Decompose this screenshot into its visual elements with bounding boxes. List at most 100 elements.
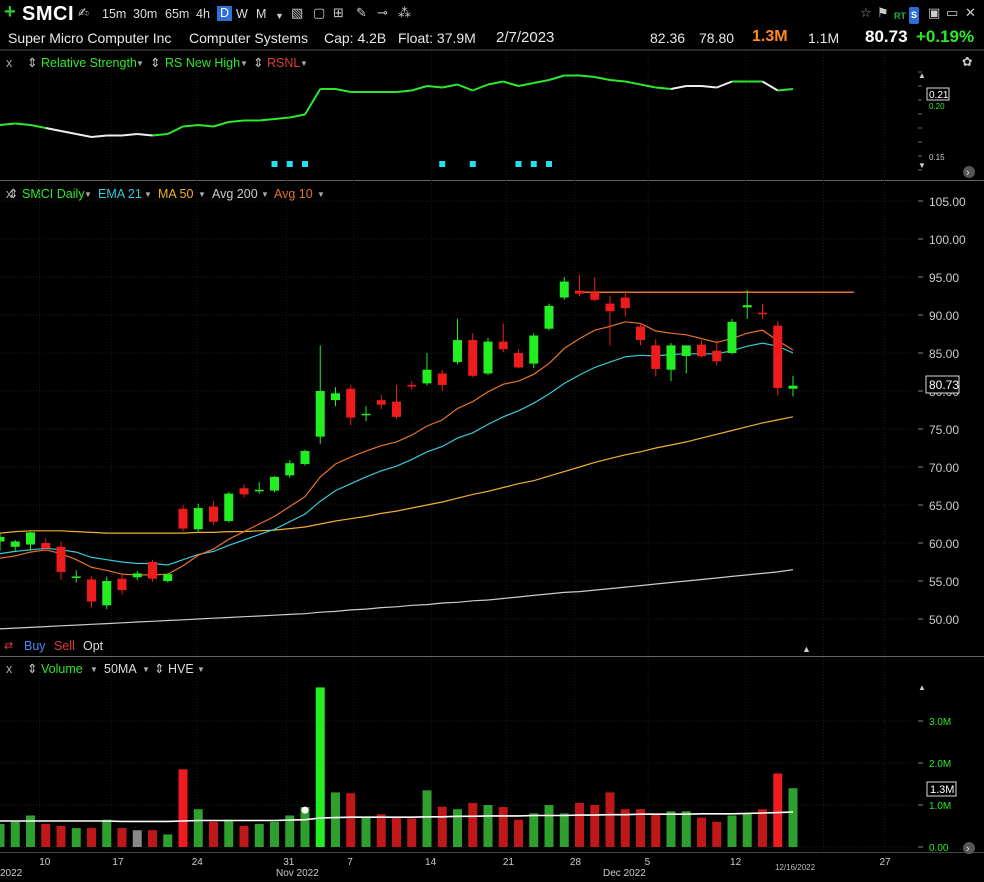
draw-hand-icon[interactable]: ✍ xyxy=(78,5,89,20)
volume-drag-icon[interactable]: ⇕ xyxy=(27,662,38,676)
volume-dropdown-icon[interactable]: ▼ xyxy=(90,665,98,674)
hve-label[interactable]: HVE xyxy=(168,662,194,676)
price-tick-label: 65.00 xyxy=(929,499,959,513)
volume-last-tag xyxy=(926,781,957,797)
palette-icon[interactable]: ✿ xyxy=(962,55,973,69)
rs-new-high-drag-icon[interactable]: ⇕ xyxy=(150,56,161,70)
candle-down xyxy=(376,400,386,405)
timeframe-30m[interactable]: 30m xyxy=(133,7,158,21)
50ma-dropdown-icon[interactable]: ▼ xyxy=(142,665,150,674)
candle-up xyxy=(285,463,295,476)
rs-tick-0-20: 0.20 xyxy=(929,102,945,111)
candle-down xyxy=(651,345,661,369)
volume-bar-up xyxy=(483,805,493,847)
x-year-label: 2022 xyxy=(0,868,23,879)
volume-bar-up xyxy=(300,807,310,847)
rsnl-label[interactable]: RSNL xyxy=(267,56,301,70)
minimize-icon[interactable]: ▭ xyxy=(946,5,959,20)
rs-scroll-up-icon: ▲ xyxy=(918,71,926,80)
ema21-dropdown-icon[interactable]: ▼ xyxy=(144,190,152,199)
rs-line-segment xyxy=(548,74,565,81)
candle-up xyxy=(361,413,371,416)
candle-down xyxy=(209,506,218,522)
rs-drag-icon[interactable]: ⇕ xyxy=(27,56,38,70)
hve-dropdown-icon[interactable]: ▼ xyxy=(197,665,205,674)
avg200-label[interactable]: Avg 200 xyxy=(212,187,258,201)
save-icon[interactable]: ▣ xyxy=(928,5,941,20)
options-button[interactable]: Opt xyxy=(83,639,104,653)
timeframe-monthly[interactable]: M xyxy=(256,7,267,21)
rs-dropdown-icon-3[interactable]: ▼ xyxy=(300,59,308,68)
avg10-line xyxy=(0,321,794,576)
add-symbol-icon[interactable]: + xyxy=(4,1,16,23)
ema21-label[interactable]: EMA 21 xyxy=(98,187,142,201)
sell-button[interactable]: Sell xyxy=(54,639,75,653)
rs-line-segment xyxy=(502,80,519,87)
buy-button[interactable]: Buy xyxy=(24,639,46,653)
volume-bar-up xyxy=(254,823,264,847)
rs-new-high-marker xyxy=(286,161,293,167)
volume-50ma-label[interactable]: 50MA xyxy=(104,662,137,676)
rs-panel: 0.210.20 0.15 ▲ ▼ › xyxy=(0,71,975,179)
ma50-dropdown-icon[interactable]: ▼ xyxy=(198,190,206,199)
close-icon[interactable]: ✕ xyxy=(965,5,976,20)
last-price-tag xyxy=(925,375,960,394)
grid-layout-icon[interactable]: ⊞ xyxy=(333,5,344,20)
volume-last-tag-text: 1.3M xyxy=(930,784,954,796)
rs-dropdown-icon-1[interactable]: ▼ xyxy=(136,59,144,68)
rs-line-segment xyxy=(777,88,794,92)
timeframe-4h[interactable]: 4h xyxy=(196,7,210,21)
volume-label[interactable]: Volume xyxy=(41,662,83,676)
timeframe-daily[interactable]: D xyxy=(217,6,233,21)
trade-icon[interactable]: ⇄ xyxy=(4,640,14,652)
flag-icon[interactable]: ⚑ xyxy=(877,5,889,20)
chart-type-icon[interactable]: ▧ xyxy=(291,5,304,20)
settings-box-icon[interactable]: S xyxy=(909,7,920,24)
volume-panel-close[interactable]: x xyxy=(6,662,13,676)
realtime-badge[interactable]: RT xyxy=(894,11,906,21)
ticker-symbol[interactable]: SMCI xyxy=(22,3,74,25)
share-icon[interactable]: ⁂ xyxy=(398,5,411,20)
volume-bar-up xyxy=(544,805,554,847)
price-drag-icon[interactable]: ⇕ xyxy=(8,187,19,201)
price-series-label[interactable]: SMCI Daily xyxy=(22,187,85,201)
indicators-icon[interactable]: ▢ xyxy=(313,5,326,20)
avg200-dropdown-icon[interactable]: ▼ xyxy=(261,190,269,199)
candle-up xyxy=(666,345,676,370)
rs-relative-strength-label[interactable]: Relative Strength xyxy=(41,56,137,70)
volume-bar-down xyxy=(209,821,218,847)
avg10-label[interactable]: Avg 10 xyxy=(274,187,313,201)
price-panel-close[interactable]: x xyxy=(6,187,13,201)
link-icon[interactable]: ⊸ xyxy=(377,5,388,20)
candle-down xyxy=(697,344,706,357)
price-dropdown-icon[interactable]: ▼ xyxy=(84,190,92,199)
timeframe-dropdown-icon[interactable]: ▼ xyxy=(275,11,284,21)
volume-bar-up xyxy=(315,687,325,847)
rs-new-high-marker xyxy=(271,161,278,167)
timeframe-65m[interactable]: 65m xyxy=(165,7,190,21)
rsnl-drag-icon[interactable]: ⇕ xyxy=(253,56,264,70)
ma50-label[interactable]: MA 50 xyxy=(158,187,194,201)
avg10-dropdown-icon[interactable]: ▼ xyxy=(317,190,325,199)
pencil-icon[interactable]: ✎ xyxy=(356,5,367,20)
volume-bar-up xyxy=(0,823,5,847)
rs-panel-close[interactable]: x xyxy=(6,56,13,70)
rs-line-segment xyxy=(518,82,534,87)
rs-tick-0-15: 0.15 xyxy=(929,153,945,162)
star-icon[interactable]: ☆ xyxy=(860,5,872,20)
rs-line-segment xyxy=(472,83,489,92)
hve-drag-icon[interactable]: ⇕ xyxy=(154,662,165,676)
timeframe-weekly[interactable]: W xyxy=(236,7,248,21)
volume-bar-down xyxy=(437,806,447,847)
rs-dropdown-icon-2[interactable]: ▼ xyxy=(240,59,248,68)
hve-marker xyxy=(301,806,309,814)
volume-bar-up xyxy=(71,828,81,847)
timeframe-15m[interactable]: 15m xyxy=(102,7,127,21)
rs-new-high-label[interactable]: RS New High xyxy=(165,56,241,70)
rs-line-segment xyxy=(121,133,138,137)
candle-up xyxy=(163,574,173,581)
rs-line-segment xyxy=(335,88,351,93)
volume-bar-down xyxy=(590,805,600,847)
x-month-nov-label: Nov 2022 xyxy=(276,868,319,879)
